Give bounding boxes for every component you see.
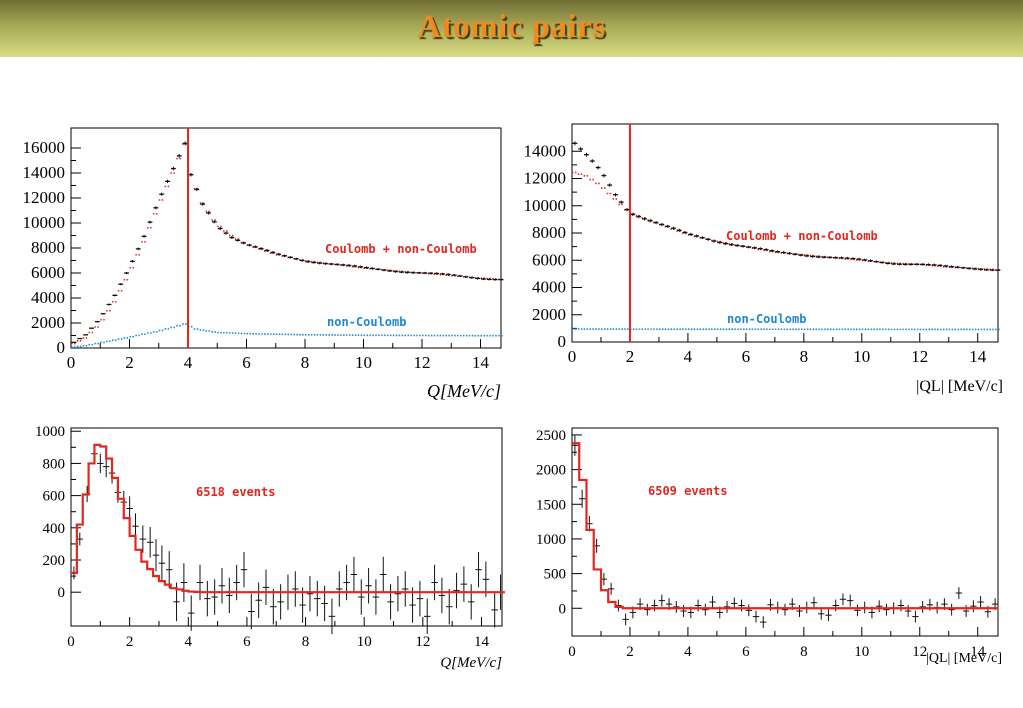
x-tick-label: 4 xyxy=(684,347,693,366)
y-tick-label: 800 xyxy=(43,456,66,472)
y-tick-label: 600 xyxy=(43,489,66,505)
chart-q-residual: 0 2 4 6 8 10 12 14 0 200 400 600 800 1000 6518 events… xyxy=(35,424,505,671)
y-tick-label: 400 xyxy=(43,521,66,537)
y-tick-label: 1000 xyxy=(35,424,65,440)
chart-q-spectrum: 0 2 4 6 8 10 12 14 0 2000 4000 6000 8000 10000 12000 14… xyxy=(23,127,504,401)
y-tick-label: 200 xyxy=(43,553,66,569)
x-tick-label: 8 xyxy=(800,347,809,366)
y-tick-label: 8000 xyxy=(532,223,566,242)
x-tick-label: 0 xyxy=(67,353,76,372)
annotation-noncoulomb: non-Coulomb xyxy=(327,315,406,329)
x-tick-label: 2 xyxy=(126,634,134,650)
y-tick-label: 8000 xyxy=(31,238,65,257)
x-tick-label: 0 xyxy=(568,644,576,660)
y-tick-label: 12000 xyxy=(524,169,567,188)
x-tick-label: 10 xyxy=(357,634,372,650)
y-tick-label: 500 xyxy=(544,567,567,583)
y-tick-label: 2000 xyxy=(536,463,566,479)
annotation-events: 6518 events xyxy=(196,485,275,499)
x-tick-label: 12 xyxy=(414,353,431,372)
x-tick-label: 8 xyxy=(301,353,310,372)
annotation-coulomb-noncoulomb: Coulomb + non-Coulomb xyxy=(726,229,878,243)
x-tick-label: 8 xyxy=(800,644,808,660)
y-tick-label: 0 xyxy=(58,585,66,601)
y-tick-label: 4000 xyxy=(31,288,65,307)
y-tick-label: 0 xyxy=(558,332,567,351)
x-tick-label: 2 xyxy=(626,347,635,366)
x-tick-label: 12 xyxy=(912,644,927,660)
x-tick-label: 0 xyxy=(67,634,75,650)
x-tick-label: 10 xyxy=(854,644,869,660)
y-tick-label: 10000 xyxy=(524,196,567,215)
x-tick-label: 10 xyxy=(355,353,372,372)
x-tick-label: 4 xyxy=(184,353,193,372)
fit-curve xyxy=(572,442,998,610)
y-tick-label: 2000 xyxy=(31,313,65,332)
x-axis-label: |QL| [MeV/c] xyxy=(926,651,1002,666)
x-tick-label: 6 xyxy=(242,353,251,372)
title-banner xyxy=(0,0,1023,57)
annotation-events: 6509 events xyxy=(648,484,727,498)
fit-curve xyxy=(71,443,505,594)
y-tick-label: 2000 xyxy=(532,305,566,324)
x-tick-label: 4 xyxy=(185,634,193,650)
x-tick-label: 14 xyxy=(474,634,490,650)
x-tick-label: 10 xyxy=(853,347,870,366)
y-tick-label: 1000 xyxy=(536,532,566,548)
x-tick-label: 2 xyxy=(125,353,134,372)
x-tick-label: 12 xyxy=(911,347,928,366)
y-tick-label: 6000 xyxy=(532,250,566,269)
page-title: Atomic pairs xyxy=(417,9,606,45)
x-tick-label: 2 xyxy=(626,644,634,660)
x-axis-label: Q[MeV/c] xyxy=(440,655,502,671)
x-tick-label: 0 xyxy=(568,347,577,366)
y-tick-label: 12000 xyxy=(23,188,66,207)
y-tick-label: 0 xyxy=(57,338,66,357)
y-tick-label: 14000 xyxy=(524,141,567,160)
y-tick-label: 1500 xyxy=(536,497,566,513)
x-tick-label: 14 xyxy=(970,644,986,660)
y-tick-label: 2500 xyxy=(536,428,566,444)
x-tick-label: 14 xyxy=(969,347,987,366)
x-axis-label: |QL| [MeV/c] xyxy=(916,378,1003,395)
y-tick-label: 6000 xyxy=(31,263,65,282)
chart-ql-spectrum: 0 2 4 6 8 10 12 14 0 2000 4000 6000 8000 10000 12000 14… xyxy=(524,123,1003,395)
y-tick-label: 14000 xyxy=(23,163,66,182)
y-tick-label: 10000 xyxy=(23,213,66,232)
x-tick-label: 4 xyxy=(684,644,692,660)
y-tick-label: 16000 xyxy=(23,138,66,157)
x-tick-label: 12 xyxy=(415,634,430,650)
x-tick-label: 6 xyxy=(742,644,750,660)
x-tick-label: 6 xyxy=(243,634,251,650)
chart-ql-residual: 0 2 4 6 8 10 12 14 0 500 1000 1500 2000 2500 6509 eve… xyxy=(536,427,1002,666)
y-tick-label: 0 xyxy=(559,601,567,617)
y-tick-label: 4000 xyxy=(532,278,566,297)
x-tick-label: 8 xyxy=(302,634,310,650)
annotation-noncoulomb: non-Coulomb xyxy=(727,312,806,326)
x-tick-label: 14 xyxy=(472,353,490,372)
annotation-coulomb-noncoulomb: Coulomb + non-Coulomb xyxy=(325,242,477,256)
x-tick-label: 6 xyxy=(742,347,751,366)
x-axis-label: Q[MeV/c] xyxy=(427,381,501,401)
